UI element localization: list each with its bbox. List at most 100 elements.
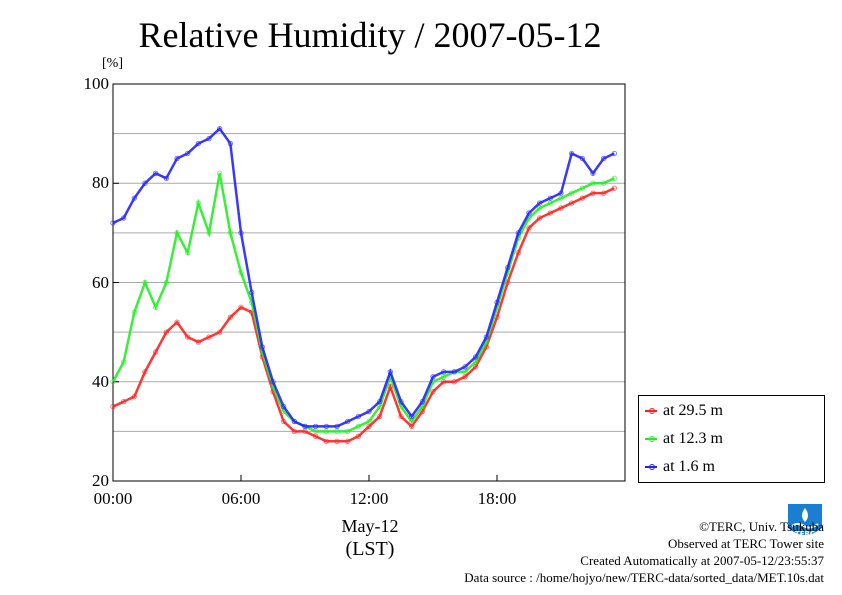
data-point [419, 398, 426, 405]
data-point [195, 200, 202, 206]
data-point [536, 215, 543, 221]
legend-label: at 1.6 m [663, 458, 715, 475]
data-point [366, 418, 372, 425]
data-point [408, 418, 415, 425]
data-point [366, 423, 372, 430]
data-point [568, 150, 575, 157]
data-point [611, 150, 618, 157]
data-point [472, 364, 479, 370]
data-point [227, 314, 234, 320]
data-point [600, 180, 607, 186]
data-point [216, 125, 223, 132]
data-point [472, 354, 479, 360]
data-point [120, 215, 127, 221]
data-point [547, 200, 554, 206]
data-point [451, 369, 458, 375]
data-point [568, 190, 575, 196]
data-point [110, 403, 116, 410]
data-point [334, 428, 340, 435]
data-point [323, 438, 330, 444]
legend-swatch-green [645, 436, 657, 443]
data-point [302, 428, 308, 435]
data-point [408, 413, 415, 420]
data-point [248, 289, 255, 296]
data-point [376, 413, 383, 420]
data-point [110, 379, 116, 385]
data-point [131, 309, 138, 315]
data-point [344, 428, 351, 435]
credits-block: ©TERC, Univ. Tsukuba Observed at TERC To… [464, 518, 824, 586]
data-point [579, 195, 586, 201]
data-point [355, 433, 362, 440]
series-line-0 [112, 187, 615, 443]
y-tick-label: 40 [92, 371, 109, 391]
data-point [142, 180, 148, 186]
data-point [558, 195, 564, 201]
data-point [312, 428, 319, 435]
data-point [238, 304, 244, 311]
data-point [142, 279, 148, 286]
data-point [398, 398, 404, 405]
data-point [280, 418, 287, 425]
data-point [472, 359, 479, 365]
data-point [227, 230, 234, 236]
data-point [291, 428, 298, 435]
data-point [238, 269, 244, 276]
legend-item-29-5m: at 29.5 m [645, 402, 723, 422]
data-point [184, 334, 191, 340]
data-point [376, 398, 383, 405]
data-point [547, 210, 554, 216]
data-point [526, 210, 532, 216]
y-axis-unit: [%] [102, 56, 123, 71]
x-axis-date-label: May-12 [341, 516, 399, 536]
data-point [430, 374, 436, 380]
data-point [600, 155, 607, 162]
data-point [163, 279, 170, 286]
data-point [376, 403, 383, 410]
data-point [163, 329, 170, 335]
data-point [238, 230, 244, 236]
data-point [515, 230, 522, 236]
x-tick-label: 00:00 [93, 489, 133, 508]
data-point [611, 185, 618, 191]
data-point [483, 334, 490, 340]
data-point [206, 230, 212, 236]
x-tick-label: 06:00 [221, 489, 261, 508]
data-point [216, 170, 223, 177]
legend-swatch-red [645, 408, 657, 415]
data-point [206, 135, 212, 142]
data-point [355, 413, 362, 420]
legend-item-12-3m: at 12.3 m [645, 430, 723, 450]
data-point [579, 185, 586, 191]
data-point [451, 379, 458, 385]
data-point [334, 423, 340, 430]
data-point [184, 250, 191, 256]
data-point [462, 364, 468, 370]
data-point [323, 423, 330, 430]
data-point [515, 250, 522, 256]
legend-label: at 12.3 m [663, 430, 723, 447]
data-point [600, 190, 607, 196]
data-point [163, 175, 170, 181]
data-point [184, 150, 191, 157]
y-tick-label: 100 [83, 74, 110, 93]
data-point [536, 200, 543, 206]
data-point [355, 423, 362, 430]
data-point [227, 140, 234, 147]
data-point [440, 369, 447, 375]
data-point [302, 423, 308, 430]
data-point [152, 349, 159, 355]
data-point [590, 180, 596, 186]
data-point [152, 170, 159, 177]
data-point [398, 413, 404, 420]
data-point [152, 304, 159, 311]
data-point [120, 398, 127, 405]
data-point [547, 195, 554, 201]
data-point [408, 423, 415, 430]
legend-label: at 29.5 m [663, 402, 723, 419]
y-tick-label: 80 [92, 173, 109, 193]
x-axis-timezone-label: (LST) [345, 538, 395, 560]
credit-observed: Observed at TERC Tower site [667, 536, 824, 551]
data-point [110, 220, 116, 226]
